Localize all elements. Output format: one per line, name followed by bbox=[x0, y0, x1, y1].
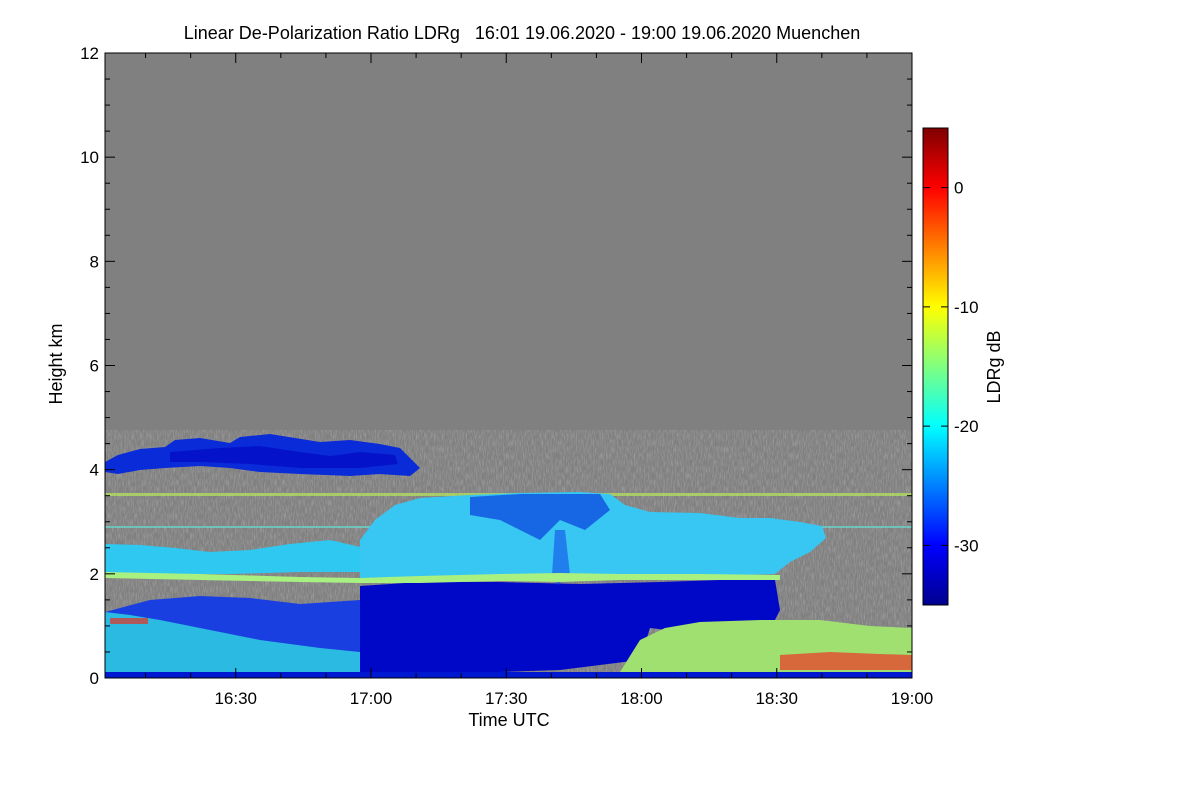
colorbar-tick-label: 0 bbox=[954, 179, 963, 198]
x-tick-label: 17:00 bbox=[350, 689, 393, 708]
x-tick-label: 17:30 bbox=[485, 689, 528, 708]
chart-title: Linear De-Polarization Ratio LDRg 16:01 … bbox=[184, 23, 860, 43]
x-tick-label: 18:30 bbox=[755, 689, 798, 708]
y-axis: 0 2 4 6 8 10 12 bbox=[80, 44, 912, 688]
x-axis-label: Time UTC bbox=[468, 710, 549, 730]
heatmap-texture bbox=[105, 430, 912, 678]
x-tick-label: 19:00 bbox=[891, 689, 934, 708]
heatmap-regions bbox=[105, 430, 912, 678]
y-tick-label: 0 bbox=[90, 669, 99, 688]
colorbar-tick-label: -30 bbox=[954, 536, 979, 555]
y-tick-label: 10 bbox=[80, 148, 99, 167]
y-tick-label: 8 bbox=[90, 252, 99, 271]
y-axis-label: Height km bbox=[46, 323, 66, 404]
colorbar-ticks: 0 -10 -20 -30 bbox=[923, 179, 979, 555]
colorbar-gradient bbox=[922, 127, 949, 606]
y-tick-label: 12 bbox=[80, 44, 99, 63]
x-tick-label: 16:30 bbox=[214, 689, 257, 708]
y-tick-label: 2 bbox=[90, 565, 99, 584]
colorbar: 0 -10 -20 -30 LDRg dB bbox=[922, 127, 1004, 606]
x-axis: 16:30 17:00 17:30 18:00 18:30 19:00 bbox=[145, 53, 934, 708]
colorbar-label: LDRg dB bbox=[984, 330, 1004, 403]
x-tick-label: 18:00 bbox=[620, 689, 663, 708]
colorbar-tick-label: -20 bbox=[954, 417, 979, 436]
y-tick-label: 6 bbox=[90, 357, 99, 376]
colorbar-tick-label: -10 bbox=[954, 298, 979, 317]
y-tick-label: 4 bbox=[90, 461, 99, 480]
